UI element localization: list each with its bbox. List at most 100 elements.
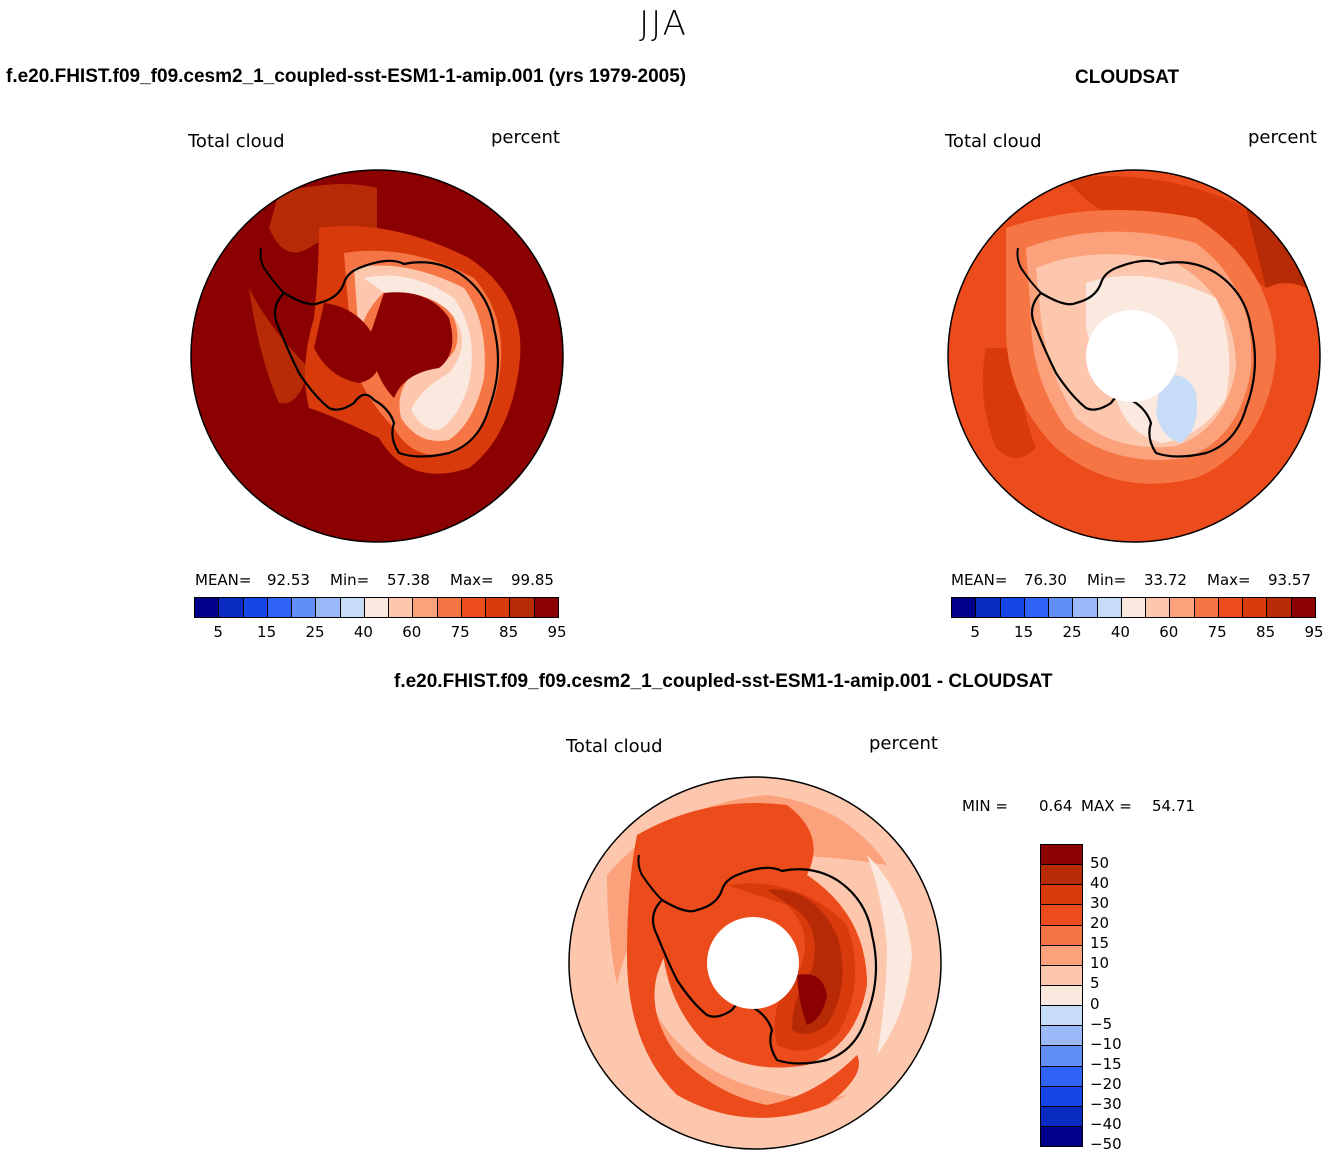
diff-units-label: percent	[869, 733, 938, 754]
obs-colorbar-tick-label: 15	[1014, 623, 1034, 641]
obs-colorbar-tick-label: 25	[1062, 623, 1082, 641]
obs-colorbar	[951, 597, 1316, 618]
model-colorbar-swatch	[510, 598, 535, 617]
diff-colorbar-swatch	[1041, 1086, 1082, 1107]
diff-colorbar-swatch	[1041, 1126, 1082, 1147]
obs-colorbar-swatch	[1170, 598, 1195, 617]
diff-colorbar-tick-label: −15	[1090, 1054, 1122, 1073]
diff-colorbar-swatch	[1041, 985, 1082, 1007]
diff-colorbar-swatch	[1041, 1006, 1082, 1027]
model-colorbar-swatch	[267, 598, 293, 617]
obs-colorbar-swatch	[1024, 598, 1050, 617]
diff-colorbar-swatch	[1041, 1026, 1082, 1047]
obs-mean-label: MEAN=	[951, 571, 1008, 589]
obs-min-label: Min=	[1087, 571, 1127, 589]
diff-colorbar	[1040, 844, 1083, 1147]
model-colorbar-tick-label: 95	[547, 623, 567, 641]
diff-colorbar-swatch	[1041, 865, 1082, 886]
model-min-label: Min=	[330, 571, 370, 589]
model-colorbar-swatch	[292, 598, 317, 617]
model-colorbar-swatch	[486, 598, 511, 617]
diff-colorbar-tick-label: 10	[1090, 954, 1110, 973]
diff-colorbar-tick-label: −40	[1090, 1114, 1122, 1133]
diff-colorbar-swatch	[1041, 885, 1082, 906]
model-colorbar-swatch	[437, 598, 462, 617]
diff-colorbar-tick-label: 0	[1090, 994, 1100, 1013]
diff-min-value: 0.64	[1039, 797, 1073, 815]
obs-colorbar-tick-label: 5	[970, 623, 980, 641]
diff-colorbar-tick-label: 15	[1090, 934, 1110, 953]
diff-max-value: 54.71	[1152, 797, 1195, 815]
obs-min-value: 33.72	[1144, 571, 1187, 589]
model-units-label: percent	[491, 127, 560, 148]
model-colorbar-tick-label: 75	[450, 623, 470, 641]
model-max-value: 99.85	[511, 571, 554, 589]
obs-max-label: Max=	[1207, 571, 1251, 589]
model-mean-label: MEAN=	[195, 571, 252, 589]
diff-colorbar-tick-label: −50	[1090, 1135, 1122, 1153]
model-colorbar	[194, 597, 559, 618]
diff-colorbar-swatch	[1041, 1046, 1082, 1067]
diff-colorbar-swatch	[1041, 905, 1082, 926]
model-colorbar-tick-label: 15	[257, 623, 277, 641]
model-colorbar-swatch	[461, 598, 487, 617]
model-colorbar-tick-label: 40	[353, 623, 373, 641]
obs-colorbar-swatch	[1000, 598, 1025, 617]
model-colorbar-swatch	[316, 598, 341, 617]
obs-colorbar-tick-label: 85	[1256, 623, 1276, 641]
obs-colorbar-swatch	[1097, 598, 1122, 617]
diff-colorbar-swatch	[1041, 945, 1082, 966]
model-colorbar-tick-label: 25	[305, 623, 325, 641]
diff-colorbar-tick-label: 40	[1090, 874, 1110, 893]
obs-units-label: percent	[1248, 127, 1317, 148]
page-title: JJA	[639, 4, 688, 44]
model-colorbar-swatch	[413, 598, 438, 617]
model-min-value: 57.38	[387, 571, 430, 589]
obs-panel-header: CLOUDSAT	[1075, 67, 1180, 88]
diff-colorbar-tick-label: −5	[1090, 1014, 1113, 1033]
obs-colorbar-swatch	[1267, 598, 1292, 617]
obs-colorbar-swatch	[1121, 598, 1147, 617]
obs-colorbar-tick-label: 60	[1159, 623, 1179, 641]
model-colorbar-tick-label: 5	[213, 623, 223, 641]
diff-colorbar-swatch	[1041, 965, 1082, 986]
obs-colorbar-tick-label: 75	[1207, 623, 1227, 641]
obs-colorbar-swatch	[952, 598, 977, 617]
model-variable-label: Total cloud	[188, 131, 285, 152]
diff-colorbar-tick-label: 30	[1090, 894, 1110, 913]
model-colorbar-swatch	[219, 598, 244, 617]
model-panel-header: f.e20.FHIST.f09_f09.cesm2_1_coupled-sst-…	[6, 66, 687, 87]
obs-colorbar-swatch	[976, 598, 1001, 617]
diff-colorbar-swatch	[1041, 1066, 1082, 1087]
obs-variable-label: Total cloud	[945, 131, 1042, 152]
diff-variable-label: Total cloud	[566, 736, 663, 757]
diff-colorbar-tick-label: −10	[1090, 1034, 1122, 1053]
diff-panel-header: f.e20.FHIST.f09_f09.cesm2_1_coupled-sst-…	[394, 671, 1053, 692]
diff-min-label: MIN =	[962, 797, 1008, 815]
model-colorbar-tick-label: 85	[499, 623, 519, 641]
obs-colorbar-swatch	[1073, 598, 1098, 617]
diff-colorbar-swatch	[1041, 845, 1082, 866]
obs-max-value: 93.57	[1268, 571, 1311, 589]
diff-max-label: MAX =	[1081, 797, 1132, 815]
diff-colorbar-tick-label: 20	[1090, 914, 1110, 933]
model-max-label: Max=	[450, 571, 494, 589]
obs-colorbar-tick-label: 40	[1110, 623, 1130, 641]
obs-colorbar-swatch	[1049, 598, 1074, 617]
obs-colorbar-swatch	[1146, 598, 1171, 617]
diff-colorbar-swatch	[1041, 1106, 1082, 1127]
obs-polar-map	[947, 169, 1321, 543]
model-polar-map	[190, 169, 564, 543]
obs-colorbar-swatch	[1243, 598, 1268, 617]
obs-colorbar-tick-label: 95	[1304, 623, 1324, 641]
model-colorbar-swatch	[195, 598, 220, 617]
model-colorbar-swatch	[389, 598, 414, 617]
model-colorbar-swatch	[534, 598, 558, 617]
obs-mean-value: 76.30	[1024, 571, 1067, 589]
model-mean-value: 92.53	[267, 571, 310, 589]
obs-colorbar-swatch	[1291, 598, 1315, 617]
diff-colorbar-tick-label: −30	[1090, 1094, 1122, 1113]
model-colorbar-swatch	[364, 598, 390, 617]
diff-polar-map	[568, 776, 942, 1150]
obs-colorbar-swatch	[1218, 598, 1244, 617]
